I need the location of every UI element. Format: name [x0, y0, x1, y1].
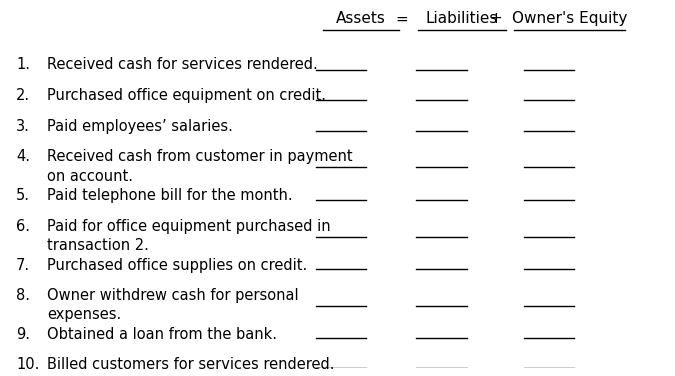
- Text: 3.: 3.: [16, 119, 30, 134]
- Text: 5.: 5.: [16, 188, 30, 203]
- Text: =: =: [395, 11, 408, 26]
- Text: Assets: Assets: [336, 11, 386, 26]
- Text: Obtained a loan from the bank.: Obtained a loan from the bank.: [47, 327, 277, 342]
- Text: 10.: 10.: [16, 357, 40, 372]
- Text: Received cash from customer in payment
on account.: Received cash from customer in payment o…: [47, 150, 353, 184]
- Text: Billed customers for services rendered.: Billed customers for services rendered.: [47, 357, 335, 372]
- Text: Received cash for services rendered.: Received cash for services rendered.: [47, 58, 318, 73]
- Text: Paid telephone bill for the month.: Paid telephone bill for the month.: [47, 188, 293, 203]
- Text: Paid employees’ salaries.: Paid employees’ salaries.: [47, 119, 233, 134]
- Text: 9.: 9.: [16, 327, 30, 342]
- Text: Liabilities: Liabilities: [426, 11, 498, 26]
- Text: Purchased office supplies on credit.: Purchased office supplies on credit.: [47, 258, 307, 273]
- Text: 7.: 7.: [16, 258, 30, 273]
- Text: Paid for office equipment purchased in
transaction 2.: Paid for office equipment purchased in t…: [47, 219, 331, 253]
- Text: 2.: 2.: [16, 88, 30, 103]
- Text: +: +: [489, 11, 502, 26]
- Text: Owner withdrew cash for personal
expenses.: Owner withdrew cash for personal expense…: [47, 288, 299, 323]
- Text: 6.: 6.: [16, 219, 30, 234]
- Text: 1.: 1.: [16, 58, 30, 73]
- Text: Owner's Equity: Owner's Equity: [512, 11, 627, 26]
- Text: 4.: 4.: [16, 150, 30, 164]
- Text: 8.: 8.: [16, 288, 30, 303]
- Text: Purchased office equipment on credit.: Purchased office equipment on credit.: [47, 88, 326, 103]
